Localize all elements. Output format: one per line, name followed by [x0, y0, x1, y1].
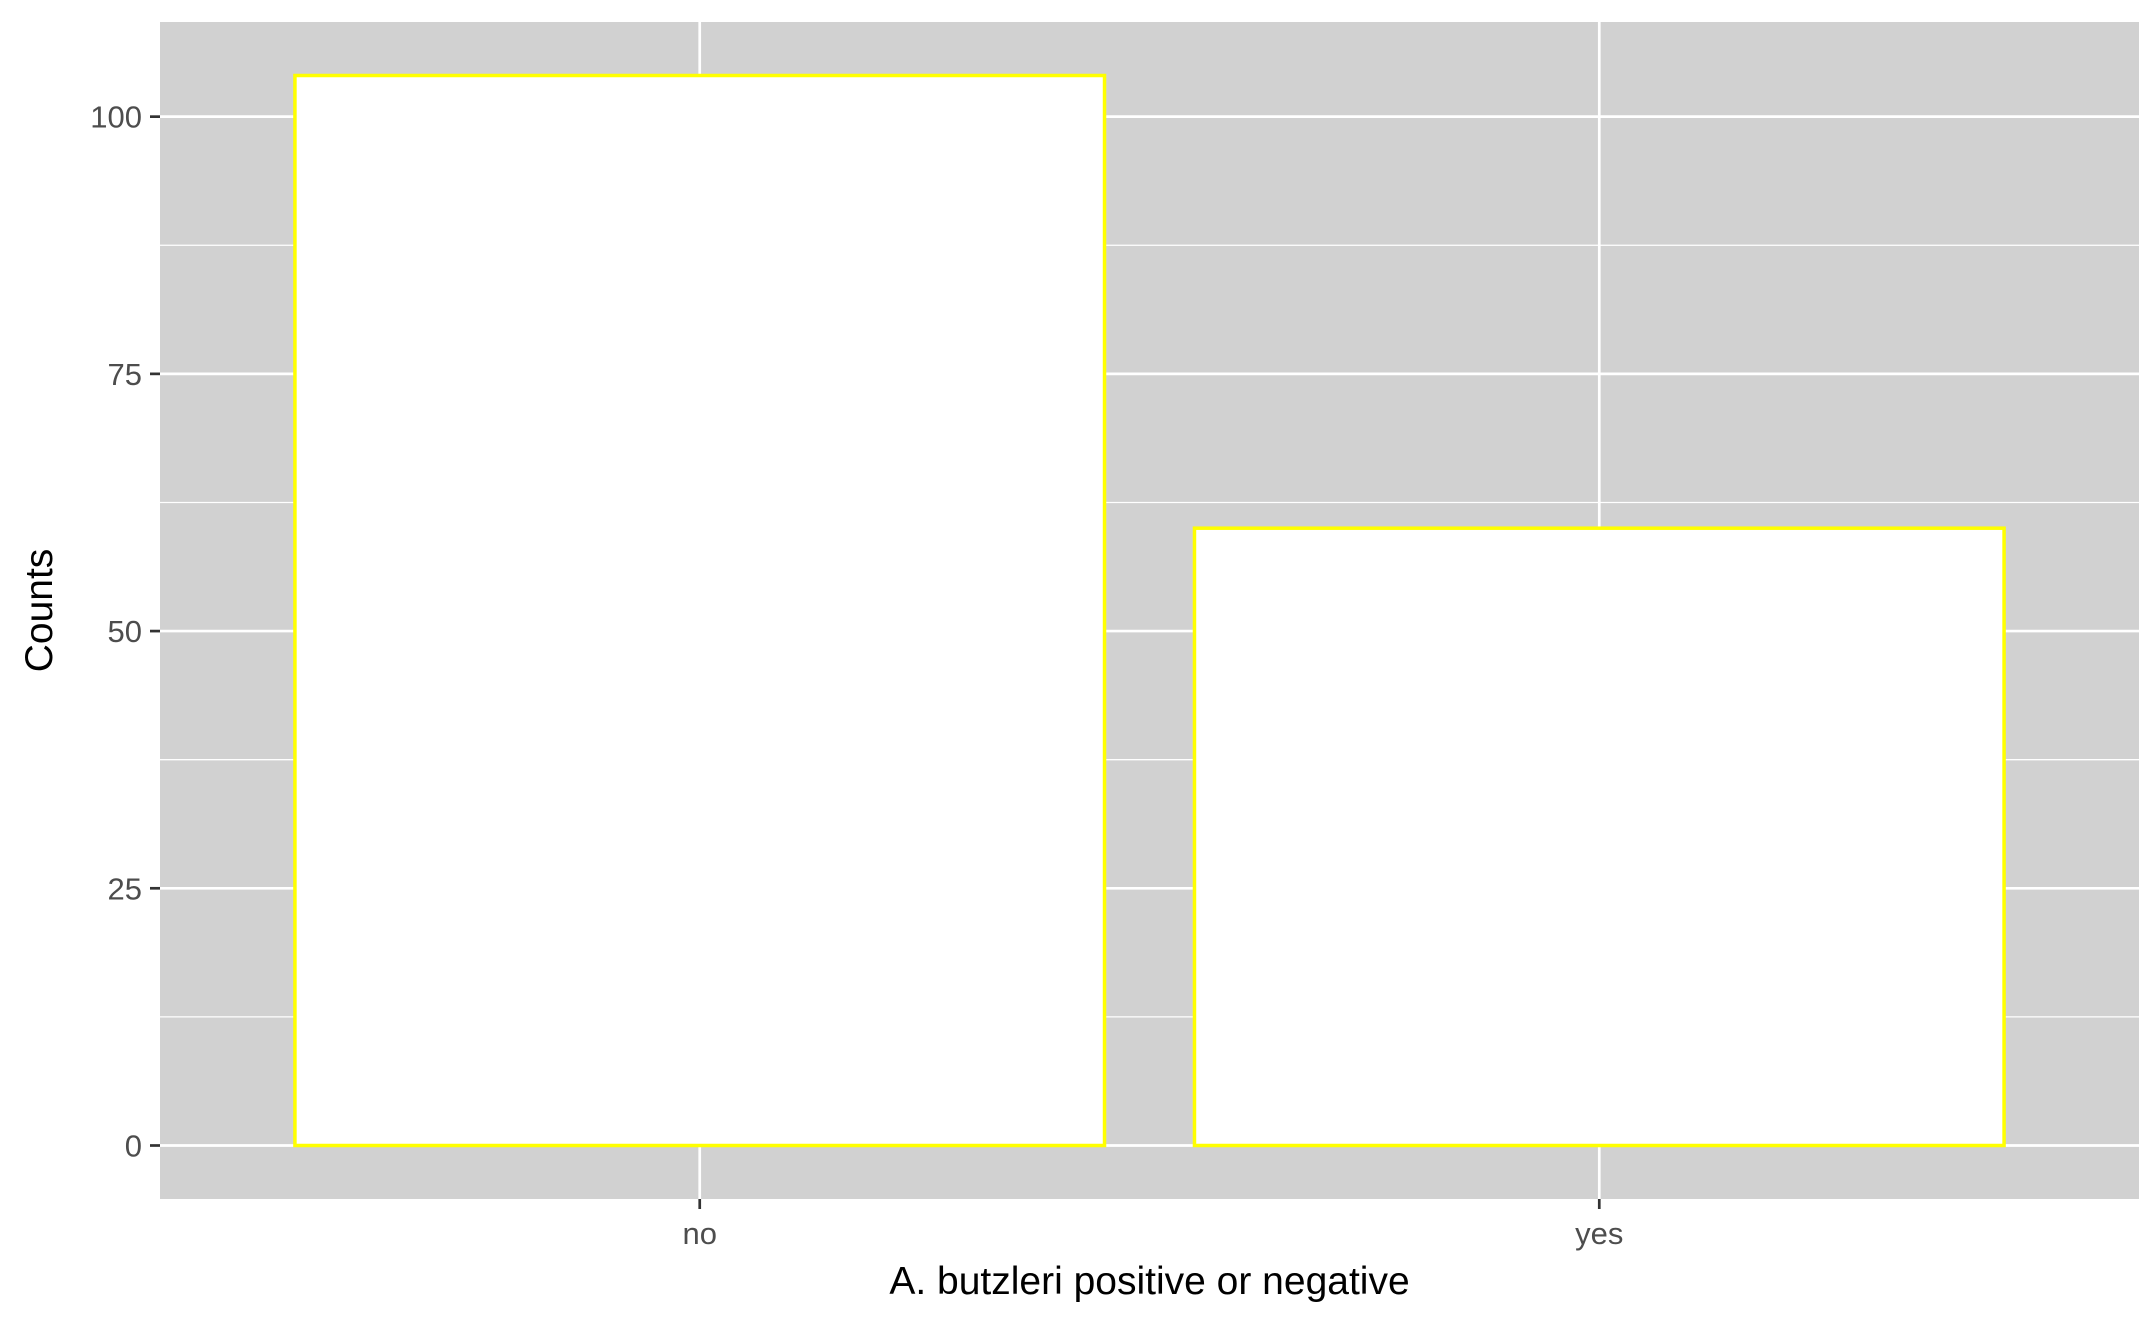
y-axis: 0 25 50 75 100 — [90, 100, 160, 1164]
bar-no — [293, 73, 1107, 1148]
x-axis: no yes — [682, 1199, 1623, 1251]
x-axis-title: A. butzleri positive or negative — [889, 1260, 1409, 1303]
y-tick-label: 75 — [108, 357, 142, 392]
y-tick-label: 100 — [90, 100, 142, 135]
x-tick-label: yes — [1575, 1216, 1623, 1251]
y-axis-title: Counts — [18, 549, 61, 673]
y-tick-label: 25 — [108, 871, 142, 906]
y-tick-label: 50 — [108, 614, 142, 649]
y-tick-label: 0 — [125, 1129, 142, 1164]
x-tick-label: no — [682, 1216, 716, 1251]
bars — [293, 73, 2006, 1148]
bar-yes — [1192, 526, 2006, 1148]
